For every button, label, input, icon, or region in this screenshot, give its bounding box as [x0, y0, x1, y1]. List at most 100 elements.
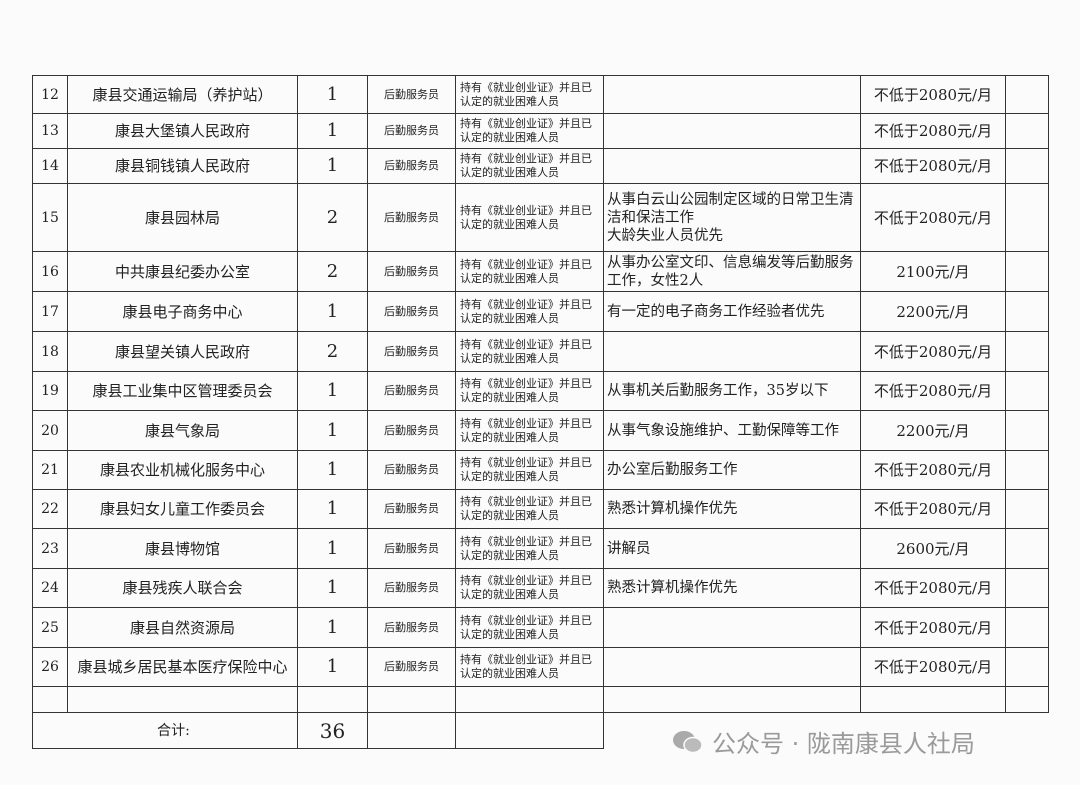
cell-requirement: 持有《就业创业证》并且已认定的就业困难人员	[455, 331, 604, 372]
empty-row	[32, 686, 1049, 713]
cell-salary: 不低于2080元/月	[860, 148, 1006, 184]
cell-count: 1	[297, 568, 368, 608]
cell-requirement: 持有《就业创业证》并且已认定的就业困难人员	[455, 113, 604, 149]
cell-count: 1	[297, 528, 368, 569]
cell-requirement: 持有《就业创业证》并且已认定的就业困难人员	[455, 371, 604, 411]
cell-salary: 2600元/月	[860, 528, 1006, 569]
cell-unit: 康县农业机械化服务中心	[67, 450, 298, 490]
cell-unit: 康县望关镇人民政府	[67, 331, 298, 372]
table-row: 15 康县园林局 2 后勤服务员 持有《就业创业证》并且已认定的就业困难人员 从事白云山公…	[32, 183, 1049, 252]
cell-salary: 不低于2080元/月	[860, 75, 1006, 114]
cell-remark	[1005, 148, 1049, 184]
cell-remark	[1005, 410, 1049, 451]
cell-position: 后勤服务员	[367, 148, 456, 184]
cell-no: 22	[32, 489, 68, 529]
cell-remark	[1005, 75, 1049, 114]
cell-remark	[1005, 568, 1049, 608]
watermark: 公众号 · 陇南康县人社局	[672, 724, 975, 759]
cell-count: 1	[297, 647, 368, 687]
table-row: 14 康县铜钱镇人民政府 1 后勤服务员 持有《就业创业证》并且已认定的就业困难人员 不低…	[32, 148, 1049, 184]
table-row: 26 康县城乡居民基本医疗保险中心 1 后勤服务员 持有《就业创业证》并且已认定的就业困…	[32, 647, 1049, 687]
cell-description	[603, 647, 861, 687]
cell-position: 后勤服务员	[367, 331, 456, 372]
cell-position: 后勤服务员	[367, 251, 456, 292]
cell-description	[603, 607, 861, 648]
cell-description: 从事气象设施维护、工勤保障等工作	[603, 410, 861, 451]
cell-salary: 不低于2080元/月	[860, 371, 1006, 411]
cell-description	[603, 113, 861, 149]
cell-position: 后勤服务员	[367, 647, 456, 687]
table-row: 19 康县工业集中区管理委员会 1 后勤服务员 持有《就业创业证》并且已认定的就业困难人…	[32, 371, 1049, 411]
table-row: 23 康县博物馆 1 后勤服务员 持有《就业创业证》并且已认定的就业困难人员 讲解员 260…	[32, 528, 1049, 569]
table-row: 13 康县大堡镇人民政府 1 后勤服务员 持有《就业创业证》并且已认定的就业困难人员 不低…	[32, 113, 1049, 149]
cell-count: 1	[297, 410, 368, 451]
cell-salary: 不低于2080元/月	[860, 489, 1006, 529]
cell-requirement: 持有《就业创业证》并且已认定的就业困难人员	[455, 291, 604, 332]
cell-count: 1	[297, 291, 368, 332]
cell-description: 从事办公室文印、信息编发等后勤服务工作，女性2人	[603, 251, 861, 292]
cell-salary: 不低于2080元/月	[860, 450, 1006, 490]
cell-description	[603, 75, 861, 114]
cell-requirement: 持有《就业创业证》并且已认定的就业困难人员	[455, 410, 604, 451]
cell-no: 23	[32, 528, 68, 569]
wechat-icon	[673, 730, 703, 753]
empty-cell	[860, 686, 1006, 713]
cell-unit: 康县妇女儿童工作委员会	[67, 489, 298, 529]
empty-cell	[67, 686, 298, 713]
cell-description: 有一定的电子商务工作经验者优先	[603, 291, 861, 332]
cell-salary: 不低于2080元/月	[860, 183, 1006, 252]
empty-cell	[455, 712, 604, 749]
empty-cell	[1005, 686, 1049, 713]
table-row: 25 康县自然资源局 1 后勤服务员 持有《就业创业证》并且已认定的就业困难人员 不低于2…	[32, 607, 1049, 648]
cell-no: 14	[32, 148, 68, 184]
cell-count: 1	[297, 148, 368, 184]
table-row: 18 康县望关镇人民政府 2 后勤服务员 持有《就业创业证》并且已认定的就业困难人员 不低…	[32, 331, 1049, 372]
cell-unit: 中共康县纪委办公室	[67, 251, 298, 292]
table-row: 17 康县电子商务中心 1 后勤服务员 持有《就业创业证》并且已认定的就业困难人员 有一定…	[32, 291, 1049, 332]
cell-no: 13	[32, 113, 68, 149]
cell-position: 后勤服务员	[367, 489, 456, 529]
cell-requirement: 持有《就业创业证》并且已认定的就业困难人员	[455, 148, 604, 184]
cell-description: 熟悉计算机操作优先	[603, 568, 861, 608]
empty-cell	[367, 712, 456, 749]
cell-remark	[1005, 528, 1049, 569]
cell-description	[603, 148, 861, 184]
cell-position: 后勤服务员	[367, 291, 456, 332]
cell-remark	[1005, 113, 1049, 149]
cell-no: 17	[32, 291, 68, 332]
cell-no: 26	[32, 647, 68, 687]
cell-no: 18	[32, 331, 68, 372]
cell-requirement: 持有《就业创业证》并且已认定的就业困难人员	[455, 568, 604, 608]
cell-description: 熟悉计算机操作优先	[603, 489, 861, 529]
cell-no: 21	[32, 450, 68, 490]
cell-count: 1	[297, 607, 368, 648]
cell-position: 后勤服务员	[367, 450, 456, 490]
cell-count: 1	[297, 450, 368, 490]
cell-remark	[1005, 183, 1049, 252]
cell-salary: 不低于2080元/月	[860, 331, 1006, 372]
cell-salary: 不低于2080元/月	[860, 113, 1006, 149]
cell-unit: 康县自然资源局	[67, 607, 298, 648]
cell-remark	[1005, 331, 1049, 372]
cell-description: 办公室后勤服务工作	[603, 450, 861, 490]
cell-unit: 康县铜钱镇人民政府	[67, 148, 298, 184]
table-row: 21 康县农业机械化服务中心 1 后勤服务员 持有《就业创业证》并且已认定的就业困难人员…	[32, 450, 1049, 490]
cell-requirement: 持有《就业创业证》并且已认定的就业困难人员	[455, 75, 604, 114]
cell-description: 从事白云山公园制定区域的日常卫生清洁和保洁工作 大龄失业人员优先	[603, 183, 861, 252]
cell-requirement: 持有《就业创业证》并且已认定的就业困难人员	[455, 647, 604, 687]
table-row: 20 康县气象局 1 后勤服务员 持有《就业创业证》并且已认定的就业困难人员 从事气象设施…	[32, 410, 1049, 451]
cell-no: 12	[32, 75, 68, 114]
watermark-text: 公众号 · 陇南康县人社局	[712, 730, 975, 758]
cell-remark	[1005, 251, 1049, 292]
cell-unit: 康县电子商务中心	[67, 291, 298, 332]
job-table: 12 康县交通运输局（养护站） 1 后勤服务员 持有《就业创业证》并且已认定的就业困难人…	[32, 75, 1049, 749]
cell-no: 25	[32, 607, 68, 648]
table-body: 12 康县交通运输局（养护站） 1 后勤服务员 持有《就业创业证》并且已认定的就业困难人…	[32, 75, 1049, 749]
cell-description: 讲解员	[603, 528, 861, 569]
cell-description	[603, 331, 861, 372]
table-row: 22 康县妇女儿童工作委员会 1 后勤服务员 持有《就业创业证》并且已认定的就业困难人员…	[32, 489, 1049, 529]
cell-remark	[1005, 607, 1049, 648]
cell-count: 2	[297, 251, 368, 292]
cell-position: 后勤服务员	[367, 410, 456, 451]
cell-count: 1	[297, 371, 368, 411]
